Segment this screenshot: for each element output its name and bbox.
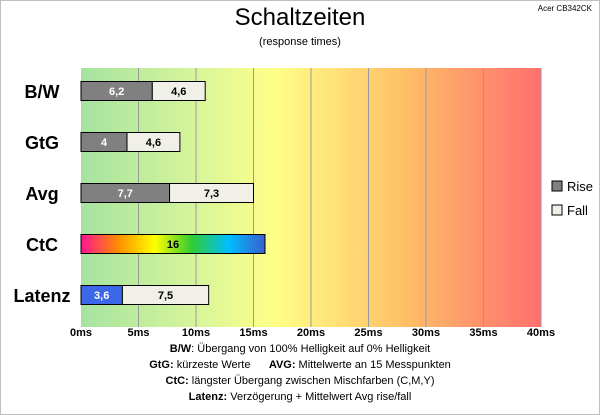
bar-ctc [80,234,266,254]
note-avg-text: Mittelwerte an 15 Messpunkten [295,359,451,371]
category-label: B/W [25,82,60,102]
note-latenz: Latenz: Verzögerung + Mittelwert Avg ris… [0,391,600,403]
x-tick-label: 0ms [70,327,92,339]
data-label-rise: 3,6 [94,290,109,302]
chart-title: Schaltzeiten [234,4,366,31]
bar-fall-bw [151,81,206,101]
category-label: Latenz [13,286,70,306]
note-gtg-avg: GtG: kürzeste Werte AVG: Mittelwerte an … [0,359,600,371]
category-labels: B/W GtG Avg CtC Latenz [13,82,70,306]
legend: Rise Fall [551,179,593,218]
legend-swatch-fall [551,204,563,216]
note-latenz-key: Latenz: [188,391,228,403]
data-label-fall: 7,3 [204,188,219,200]
bar-fall-avg [169,183,254,203]
data-label-rise: 7,7 [118,188,133,200]
note-ctc-key: CtC: [165,375,189,387]
x-tick-label: 10ms [182,327,210,339]
data-label-fall: 4,6 [171,86,186,98]
x-tick-label: 5ms [127,327,149,339]
note-gtg-text: kürzeste Werte [173,359,251,371]
x-tick-label: 15ms [239,327,267,339]
note-ctc: CtC: längster Übergang zwischen Mischfar… [0,375,600,387]
legend-label-rise: Rise [567,179,593,194]
bars: 6,2 4,6 4 4,6 7,7 7,3 16 3,6 7,5 [80,81,266,305]
x-axis: 0ms 5ms 10ms 15ms 20ms 25ms 30ms 35ms 40ms [70,327,555,339]
note-gtg-key: GtG: [149,359,174,371]
legend-swatch-rise [551,180,563,192]
category-label: GtG [25,133,59,153]
x-tick-label: 20ms [297,327,325,339]
x-tick-label: 35ms [469,327,497,339]
bar-fall-latenz [121,285,210,305]
x-tick-label: 30ms [412,327,440,339]
data-label-ctc: 16 [167,239,179,251]
x-tick-label: 25ms [354,327,382,339]
note-ctc-text: längster Übergang zwischen Mischfarben (… [188,375,435,387]
bar-fall-gtg [126,132,181,152]
note-bw: B/W: Übergang von 100% Helligkeit auf 0%… [0,343,600,355]
data-label-rise: 6,2 [109,86,124,98]
legend-label-fall: Fall [567,203,588,218]
note-bw-text: : Übergang von 100% Helligkeit auf 0% He… [191,343,431,355]
chart-subtitle: (response times) [259,36,341,48]
x-tick-label: 40ms [527,327,555,339]
data-label-rise: 4 [101,137,108,149]
category-label: Avg [25,184,58,204]
note-latenz-text: Verzögerung + Mittelwert Avg rise/fall [227,391,412,403]
category-label: CtC [26,235,58,255]
data-label-fall: 4,6 [146,137,161,149]
data-label-fall: 7,5 [158,290,173,302]
note-avg-key: AVG: [268,359,296,371]
grid-lines [138,68,542,327]
model-label: Acer CB342CK [537,4,592,13]
note-bw-key: B/W [169,343,192,355]
